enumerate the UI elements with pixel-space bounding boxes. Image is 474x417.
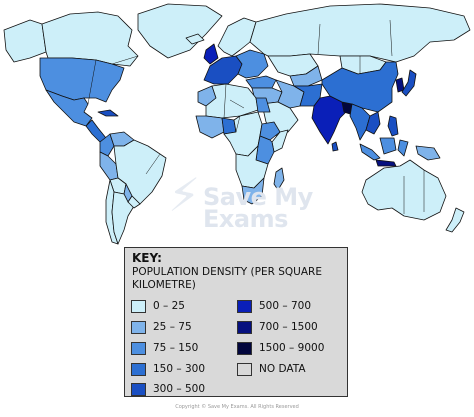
region-egypt <box>255 97 271 113</box>
country-borders <box>87 19 425 214</box>
region-alaska <box>3 19 47 63</box>
region-png <box>415 145 441 161</box>
swatch-cat-8 <box>237 363 252 376</box>
region-west-africa <box>195 115 225 139</box>
key-label-cat-4: 300 – 500 <box>153 383 206 395</box>
region-india <box>311 95 349 145</box>
key-label-cat-2: 75 – 150 <box>153 342 199 354</box>
swatch-cat-1 <box>131 321 146 334</box>
region-colombia <box>99 133 115 157</box>
region-china <box>321 61 399 113</box>
key-label-cat-8: NO DATA <box>259 363 306 375</box>
region-argentina <box>111 191 135 245</box>
region-southern-africa <box>235 145 269 189</box>
region-eastern-europe <box>235 49 269 79</box>
region-turkey <box>245 75 277 89</box>
region-iceland <box>185 33 205 45</box>
region-java <box>375 159 397 167</box>
key-label-cat-7: 1500 – 9000 <box>259 342 325 354</box>
key-label-cat-6: 700 – 1500 <box>259 321 318 333</box>
watermark: Save My Exams <box>203 183 313 233</box>
region-vietnam <box>365 111 381 135</box>
swatch-cat-6 <box>237 321 252 334</box>
world-map <box>3 3 471 245</box>
key-subtitle: POPULATION DENSITY (PER SQUARE KILOMETRE… <box>132 266 322 291</box>
region-indonesia <box>359 137 409 161</box>
region-ethiopia <box>259 121 281 141</box>
region-southeast-asia <box>349 103 371 141</box>
region-south-africa <box>241 177 265 205</box>
key-title: KEY: <box>132 251 162 265</box>
swatch-cat-2 <box>131 342 146 355</box>
region-cuba <box>97 109 119 117</box>
key-label-cat-1: 25 – 75 <box>153 321 192 333</box>
region-new-zealand <box>445 207 465 233</box>
key-label-cat-5: 500 – 700 <box>259 300 312 312</box>
region-mexico <box>45 89 93 127</box>
watermark-line-1: Save My <box>203 183 313 211</box>
region-madagascar <box>273 167 285 191</box>
region-uk <box>203 43 219 65</box>
swatch-cat-5 <box>237 300 252 313</box>
swatch-cat-3 <box>131 363 146 376</box>
region-japan <box>401 69 417 97</box>
region-central-america <box>85 119 107 143</box>
region-russia <box>249 3 471 63</box>
copyright-notice: Copyright © Save My Exams. All Rights Re… <box>175 404 299 410</box>
swatch-cat-7 <box>237 342 252 355</box>
watermark-bolt-icon: ⚡ <box>168 168 201 222</box>
watermark-line-2: Exams <box>203 205 288 233</box>
region-sri-lanka <box>331 141 339 152</box>
swatch-cat-4 <box>131 383 146 396</box>
region-somalia <box>271 129 289 153</box>
swatch-cat-0 <box>131 300 146 313</box>
region-uruguay <box>127 195 141 209</box>
key-label-cat-3: 150 – 300 <box>153 363 206 375</box>
key-label-cat-0: 0 – 25 <box>153 300 185 312</box>
region-philippines <box>387 115 399 137</box>
map-key: KEY: POPULATION DENSITY (PER SQUARE KILO… <box>124 247 348 397</box>
